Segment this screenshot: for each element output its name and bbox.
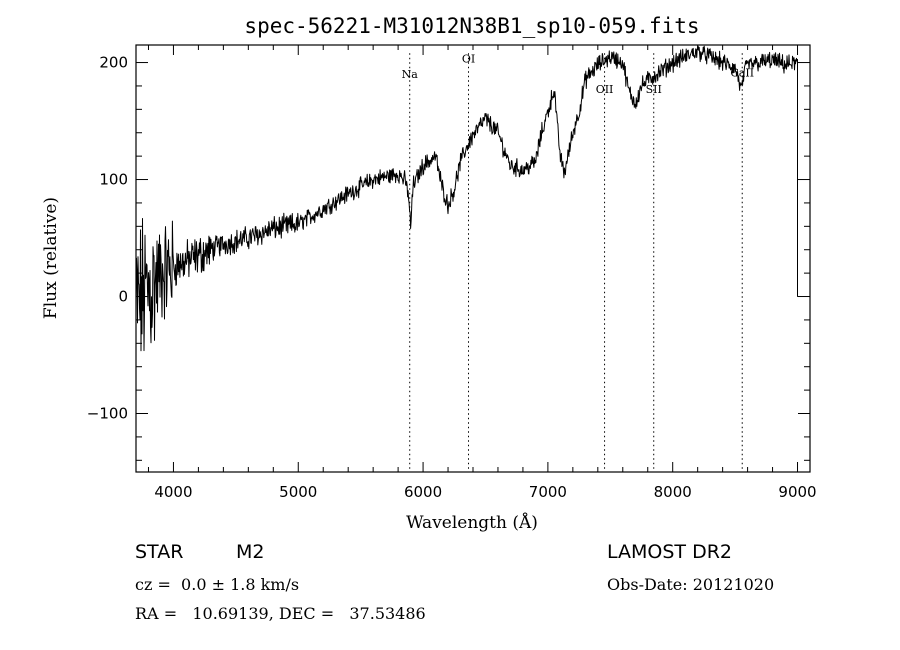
- x-tick-label: 5000: [279, 483, 317, 501]
- x-tick-label: 6000: [404, 483, 442, 501]
- y-tick-label: 0: [118, 288, 128, 306]
- line-label-oii: OII: [596, 83, 614, 96]
- x-tick-label: 7000: [529, 483, 567, 501]
- x-axis-label: Wavelength (Å): [406, 512, 538, 533]
- y-tick-label: 200: [99, 54, 128, 72]
- y-axis-label: Flux (relative): [41, 197, 61, 319]
- plot-frame: [135, 44, 811, 473]
- x-tick-label: 4000: [154, 483, 192, 501]
- spectrum-line: [135, 45, 798, 352]
- line-label-sii: SII: [646, 83, 662, 96]
- chart-title: spec-56221-M31012N38B1_sp10-059.fits: [244, 14, 699, 38]
- spectrum-chart: spec-56221-M31012N38B1_sp10-059.fits 400…: [41, 14, 817, 533]
- survey-name: LAMOST DR2: [607, 541, 732, 563]
- x-tick-label: 8000: [654, 483, 692, 501]
- object-type: STAR: [135, 541, 184, 563]
- sky-coordinates: RA = 10.69139, DEC = 37.53486: [135, 604, 426, 623]
- y-tick-label: 100: [99, 171, 128, 189]
- observation-date: Obs-Date: 20121020: [607, 575, 775, 594]
- spectral-subclass: M2: [236, 541, 265, 563]
- line-label-oi: OI: [462, 53, 475, 66]
- line-label-na: Na: [402, 68, 419, 81]
- y-tick-label: −100: [87, 405, 128, 423]
- x-tick-label: 9000: [778, 483, 816, 501]
- redshift-velocity: cz = 0.0 ± 1.8 km/s: [135, 575, 300, 594]
